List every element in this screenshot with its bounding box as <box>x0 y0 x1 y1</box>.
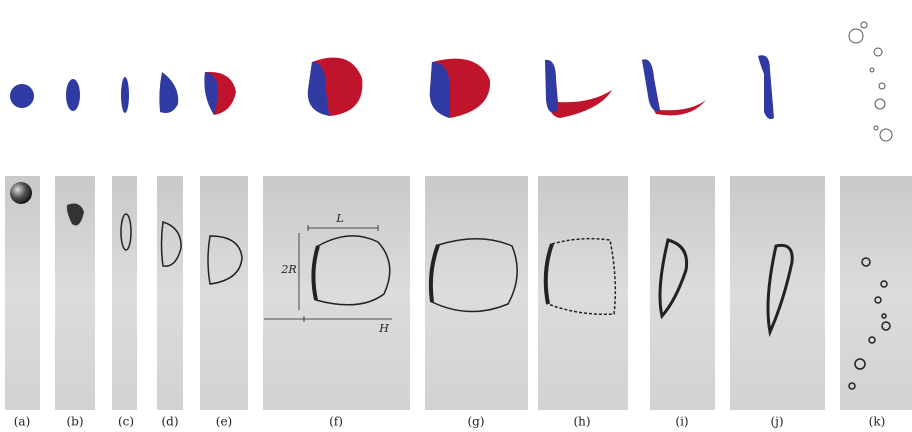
sim-drop <box>758 55 774 119</box>
photo-panel <box>840 176 912 410</box>
photo-panel <box>157 176 183 410</box>
diameter-label: 2R <box>280 263 296 276</box>
sim-drop <box>66 79 80 111</box>
simulation-row <box>10 22 892 141</box>
photo-row <box>5 176 912 410</box>
photo-panel <box>112 176 137 410</box>
photo-panel <box>538 176 628 410</box>
panel-label: (f) <box>329 415 343 429</box>
panel-label: (b) <box>66 415 83 429</box>
photo-panel <box>730 176 825 410</box>
distance-label: H <box>378 322 389 335</box>
panel-label: (e) <box>216 415 232 429</box>
sim-drop <box>10 84 34 108</box>
length-label: L <box>335 212 343 225</box>
photo-panel <box>200 176 248 410</box>
panel-label: (k) <box>869 415 886 429</box>
panel-label: (d) <box>161 415 178 429</box>
drop <box>10 182 32 204</box>
sim-drop <box>121 77 129 113</box>
panel-label: (a) <box>14 415 31 429</box>
panel-label: (g) <box>467 415 484 429</box>
photo-panel <box>5 176 40 410</box>
panel-label: (c) <box>118 415 134 429</box>
sim-drop <box>642 59 660 112</box>
panel-labels: (a) (b) (c) (d) (e) (f) (g) (h) (i) (j) (k) <box>14 415 886 429</box>
figure: (a) (b) (c) (d) (e) (f) (g) (h) (i) (j) (k) L 2R H <box>0 0 912 432</box>
panel-label: (h) <box>573 415 590 429</box>
panel-label: (j) <box>770 415 783 429</box>
sim-drop <box>545 60 558 113</box>
sim-bubbles <box>849 22 892 141</box>
sim-drop <box>159 72 178 113</box>
panel-label: (i) <box>675 415 688 429</box>
